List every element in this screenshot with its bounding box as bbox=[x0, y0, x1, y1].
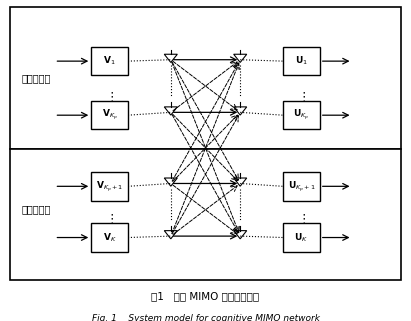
Text: $\vdots$: $\vdots$ bbox=[297, 90, 306, 104]
Text: $\vdots$: $\vdots$ bbox=[105, 90, 114, 104]
Text: Fig. 1    System model for cognitive MIMO network: Fig. 1 System model for cognitive MIMO n… bbox=[92, 314, 319, 321]
Text: $\vdots$: $\vdots$ bbox=[105, 212, 114, 226]
FancyBboxPatch shape bbox=[283, 47, 320, 75]
Text: $\mathbf{V}_{K_p}$: $\mathbf{V}_{K_p}$ bbox=[102, 108, 118, 123]
FancyBboxPatch shape bbox=[283, 101, 320, 129]
Text: $\mathbf{V}_1$: $\mathbf{V}_1$ bbox=[103, 55, 116, 67]
FancyBboxPatch shape bbox=[91, 172, 128, 201]
Text: $\mathbf{V}_{K_p+1}$: $\mathbf{V}_{K_p+1}$ bbox=[96, 179, 123, 194]
FancyBboxPatch shape bbox=[91, 47, 128, 75]
Text: $\mathbf{U}_{K_p+1}$: $\mathbf{U}_{K_p+1}$ bbox=[288, 179, 315, 194]
FancyBboxPatch shape bbox=[9, 149, 402, 280]
FancyBboxPatch shape bbox=[283, 172, 320, 201]
Text: 主用户网络: 主用户网络 bbox=[21, 73, 51, 83]
Text: 图1   认知 MIMO 网络系统模型: 图1 认知 MIMO 网络系统模型 bbox=[151, 291, 260, 302]
Text: 次用户网络: 次用户网络 bbox=[21, 204, 51, 214]
Text: $\vdots$: $\vdots$ bbox=[297, 212, 306, 226]
FancyBboxPatch shape bbox=[91, 101, 128, 129]
Text: $\mathbf{U}_K$: $\mathbf{U}_K$ bbox=[294, 231, 308, 244]
Text: $\mathbf{V}_K$: $\mathbf{V}_K$ bbox=[103, 231, 116, 244]
Text: $\mathbf{U}_1$: $\mathbf{U}_1$ bbox=[295, 55, 308, 67]
FancyBboxPatch shape bbox=[9, 7, 402, 149]
FancyBboxPatch shape bbox=[91, 223, 128, 252]
FancyBboxPatch shape bbox=[283, 223, 320, 252]
Text: $\mathbf{U}_{K_p}$: $\mathbf{U}_{K_p}$ bbox=[293, 108, 309, 123]
